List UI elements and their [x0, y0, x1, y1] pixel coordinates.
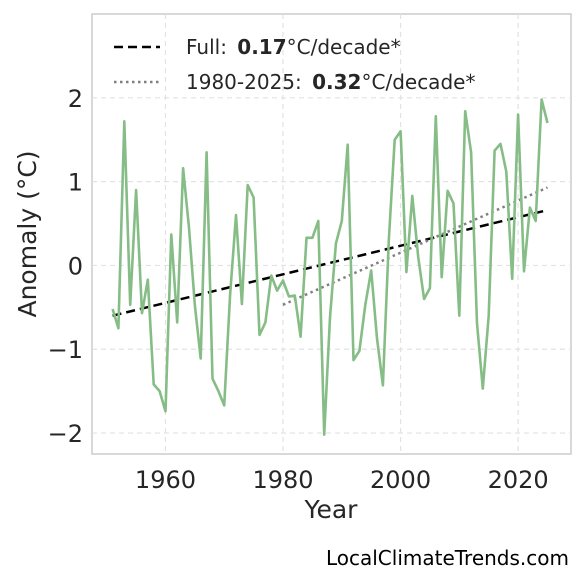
trend-line-1 — [112, 208, 548, 317]
legend-entry-full: Full: 0.17°C/decade* — [186, 35, 401, 59]
y-tick-label: −2 — [48, 420, 83, 448]
legend-entry-1980-2025: 1980-2025: 0.32°C/decade* — [186, 70, 475, 94]
y-tick-labels: −2 −1 0 1 2 — [48, 85, 83, 448]
legend: Full: 0.17°C/decade* 1980-2025: 0.32°C/d… — [114, 35, 475, 94]
legend-full-rate: 0.17 — [237, 35, 286, 59]
legend-recent-rate: 0.32 — [312, 70, 361, 94]
series — [111, 98, 549, 437]
x-tick-label: 2020 — [488, 466, 549, 494]
x-tick-label: 1960 — [135, 466, 196, 494]
x-axis-label: Year — [304, 495, 359, 524]
y-tick-label: −1 — [48, 336, 83, 364]
y-tick-label: 1 — [68, 169, 83, 197]
trend-line-2 — [282, 186, 549, 306]
legend-recent-name: 1980-2025: — [186, 70, 302, 94]
series-line-annual-anomaly — [111, 98, 549, 437]
x-tick-labels: 1960 1980 2000 2020 — [135, 466, 549, 494]
source-credit: LocalClimateTrends.com — [325, 546, 569, 570]
y-tick-label: 0 — [68, 252, 83, 280]
legend-recent-unit: °C/decade* — [361, 70, 475, 94]
y-axis-label: Anomaly (°C) — [13, 150, 42, 317]
y-tick-label: 2 — [68, 85, 83, 113]
legend-full-unit: °C/decade* — [287, 35, 401, 59]
x-tick-label: 2000 — [370, 466, 431, 494]
x-tick-label: 1980 — [252, 466, 313, 494]
legend-full-name: Full: — [186, 35, 227, 59]
trend-lines — [112, 186, 549, 317]
